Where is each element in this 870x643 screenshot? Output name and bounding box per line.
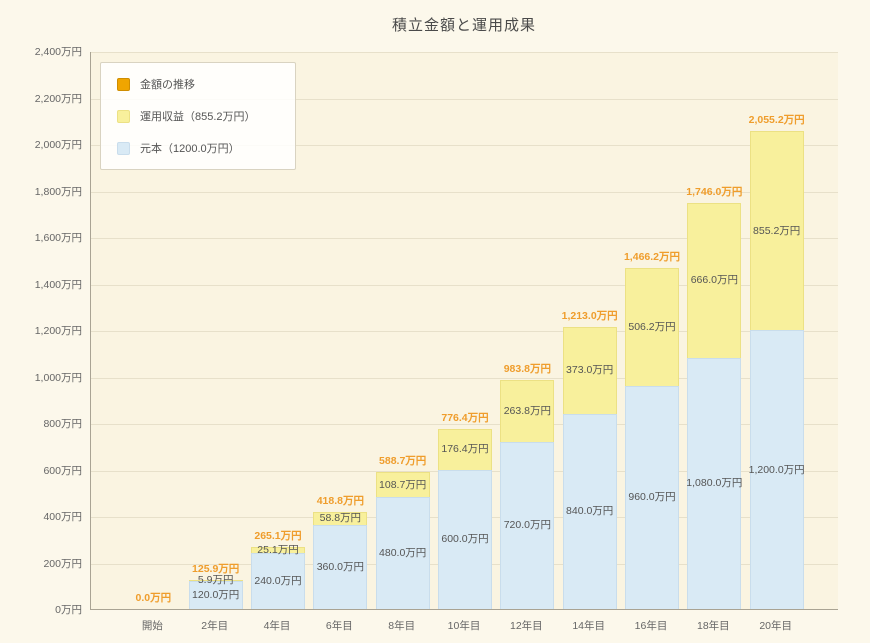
bar-segment-yield (562, 326, 617, 414)
yield-value-label: 25.1万円 (257, 544, 299, 557)
total-value-label: 2,055.2万円 (748, 114, 805, 127)
legend-swatch (117, 77, 130, 91)
total-value-label: 1,213.0万円 (561, 309, 618, 322)
gridline (91, 424, 838, 425)
principal-value-label: 600.0万円 (441, 533, 489, 546)
gridline (91, 52, 838, 53)
y-axis-tick-label: 400万円 (43, 511, 82, 523)
gridline (91, 284, 838, 286)
gridline (91, 191, 838, 193)
bar-segment-yield (375, 472, 430, 498)
principal-value-label: 960.0万円 (628, 491, 676, 504)
y-axis-tick-label: 600万円 (43, 464, 82, 477)
legend-label: 金額の推移 (140, 79, 195, 91)
gridline (91, 145, 838, 146)
x-axis-tick-label: 10年目 (447, 620, 481, 632)
yield-value-label: 855.2万円 (753, 224, 801, 237)
legend-item: 元本（1200.0万円） (117, 140, 279, 156)
y-axis-tick-label: 2,400万円 (34, 46, 82, 58)
total-value-label: 588.7万円 (379, 455, 427, 468)
bar-segment-principal (749, 330, 804, 609)
bar-segment-principal (375, 497, 430, 609)
principal-value-label: 720.0万円 (503, 519, 551, 532)
plot-area: 0.0万円 120.0万円 5.9万円 125.9万円 240.0万円 25.1万円 265… (90, 52, 838, 610)
bar-segment-yield (749, 131, 804, 330)
x-axis-tick-label: 2年目 (201, 620, 229, 632)
legend-item: 金額の推移 (117, 76, 279, 92)
y-axis-tick-label: 200万円 (43, 557, 82, 570)
x-axis-tick-label: 18年目 (696, 620, 730, 632)
x-axis-tick-label: 6年目 (325, 620, 353, 632)
bar-segment-yield (687, 203, 742, 358)
gridline (91, 331, 838, 332)
gridline (91, 98, 838, 100)
yield-value-label: 373.0万円 (566, 364, 614, 377)
bar-segment-principal (313, 525, 368, 609)
x-axis-tick-label: 4年目 (263, 620, 291, 632)
legend-label: 元本（1200.0万円） (140, 143, 240, 155)
total-value-label: 0.0万円 (135, 592, 172, 604)
y-axis-tick-label: 1,400万円 (34, 278, 82, 291)
principal-value-label: 240.0万円 (254, 575, 302, 588)
yield-value-label: 263.8万円 (503, 404, 551, 417)
x-axis-tick-label: 開始 (141, 620, 163, 632)
total-value-label: 125.9万円 (192, 562, 240, 575)
legend-label: 運用収益（855.2万円） (140, 111, 256, 123)
total-value-label: 983.8万円 (503, 363, 551, 376)
bar-segment-principal (625, 385, 679, 609)
principal-value-label: 1,080.0万円 (686, 477, 743, 490)
legend: 金額の推移運用収益（855.2万円） 元本（1200.0万円） (100, 62, 296, 170)
principal-value-label: 480.0万円 (379, 547, 427, 560)
y-axis-tick-label: 1,800万円 (34, 185, 82, 198)
bar-segment-yield (625, 268, 679, 386)
total-value-label: 1,466.2万円 (623, 251, 681, 264)
bar-segment-principal (500, 441, 555, 609)
bar-segment-principal (188, 581, 243, 609)
bar-segment-principal (562, 413, 617, 609)
bar-segment-principal (251, 553, 305, 609)
total-value-label: 265.1万円 (254, 530, 302, 543)
y-axis-tick-label: 2,200万円 (34, 92, 82, 105)
total-value-label: 776.4万円 (441, 411, 489, 424)
x-axis-tick-label: 16年目 (634, 620, 668, 632)
principal-value-label: 1,200.0万円 (748, 463, 805, 476)
legend-item: 運用収益（855.2万円） (117, 108, 279, 124)
y-axis-tick-label: 800万円 (43, 418, 82, 430)
x-axis-tick-label: 12年目 (509, 620, 543, 632)
x-axis-tick-label: 20年目 (759, 620, 792, 632)
y-axis-tick-label: 1,000万円 (34, 371, 82, 384)
chart-title: 積立金額と運用成果 (391, 17, 536, 34)
y-axis-tick-label: 0万円 (55, 604, 82, 616)
principal-value-label: 840.0万円 (566, 505, 614, 518)
total-value-label: 1,746.0万円 (686, 186, 743, 199)
bar-segment-yield (438, 428, 492, 470)
y-axis-tick-label: 1,200万円 (34, 325, 82, 337)
yield-value-label: 108.7万円 (379, 478, 427, 491)
x-axis-tick-label: 8年目 (388, 620, 416, 632)
bar-segment-principal (438, 469, 492, 609)
bar-segment-yield (251, 547, 305, 554)
y-axis-tick-label: 2,000万円 (34, 139, 82, 151)
gridline (91, 238, 838, 239)
yield-value-label: 666.0万円 (690, 274, 738, 287)
bar-segment-yield (188, 579, 243, 582)
bar-segment-yield (500, 380, 555, 442)
yield-value-label: 176.4万円 (441, 443, 489, 455)
bar-segment-principal (687, 357, 742, 609)
yield-value-label: 58.8万円 (319, 512, 362, 525)
legend-swatch (117, 141, 130, 155)
bar-segment-yield (313, 511, 368, 526)
gridline (91, 377, 838, 379)
yield-value-label: 5.9万円 (197, 574, 234, 587)
principal-value-label: 360.0万円 (316, 561, 364, 574)
yield-value-label: 506.2万円 (628, 320, 676, 333)
total-value-label: 418.8万円 (316, 494, 364, 507)
x-axis-tick-label: 14年目 (572, 620, 605, 632)
y-axis-tick-label: 1,600万円 (34, 232, 82, 244)
principal-value-label: 120.0万円 (192, 589, 240, 602)
legend-swatch (117, 109, 130, 123)
